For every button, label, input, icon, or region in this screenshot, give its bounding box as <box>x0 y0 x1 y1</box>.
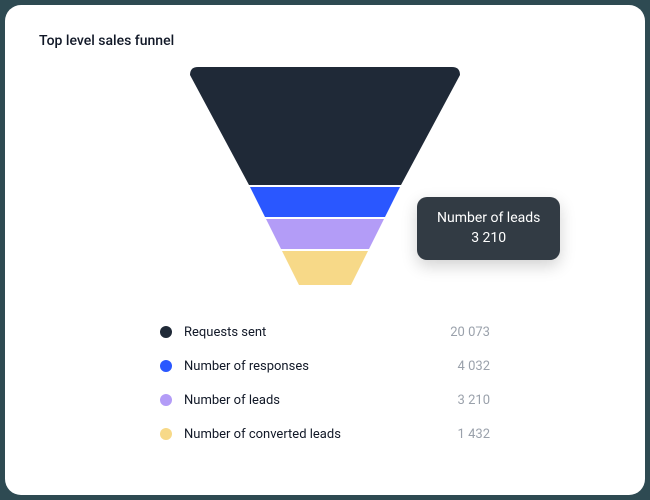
legend-dot <box>160 428 172 440</box>
legend-left: Number of leads <box>160 393 280 408</box>
legend-row[interactable]: Requests sent 20 073 <box>160 315 490 349</box>
legend-value: 1 432 <box>458 427 490 442</box>
legend-left: Number of converted leads <box>160 427 341 442</box>
legend-label: Number of leads <box>184 393 280 408</box>
legend-dot <box>160 394 172 406</box>
legend-dot <box>160 360 172 372</box>
legend-row[interactable]: Number of leads 3 210 <box>160 383 490 417</box>
legend-value: 20 073 <box>450 325 490 340</box>
funnel-chart[interactable]: Number of leads 3 210 <box>39 67 611 285</box>
funnel-stage-0[interactable] <box>190 67 460 185</box>
legend-left: Requests sent <box>160 325 266 340</box>
funnel-card: Top level sales funnel Number of leads 3… <box>5 5 645 495</box>
card-title: Top level sales funnel <box>39 33 611 49</box>
legend-label: Requests sent <box>184 325 266 340</box>
legend-value: 4 032 <box>458 359 490 374</box>
legend-row[interactable]: Number of converted leads 1 432 <box>160 417 490 451</box>
funnel-tooltip: Number of leads 3 210 <box>417 197 560 260</box>
page-background: Top level sales funnel Number of leads 3… <box>0 0 650 500</box>
legend-dot <box>160 326 172 338</box>
legend-label: Number of converted leads <box>184 427 341 442</box>
funnel-stage-2[interactable] <box>266 219 384 249</box>
legend-label: Number of responses <box>184 359 309 374</box>
legend-left: Number of responses <box>160 359 309 374</box>
legend-value: 3 210 <box>458 393 490 408</box>
legend-row[interactable]: Number of responses 4 032 <box>160 349 490 383</box>
funnel-stage-1[interactable] <box>250 187 400 217</box>
tooltip-label: Number of leads <box>437 209 540 229</box>
legend: Requests sent 20 073 Number of responses 4 … <box>160 315 490 451</box>
funnel-stage-3[interactable] <box>282 251 368 285</box>
tooltip-value: 3 210 <box>437 229 540 249</box>
